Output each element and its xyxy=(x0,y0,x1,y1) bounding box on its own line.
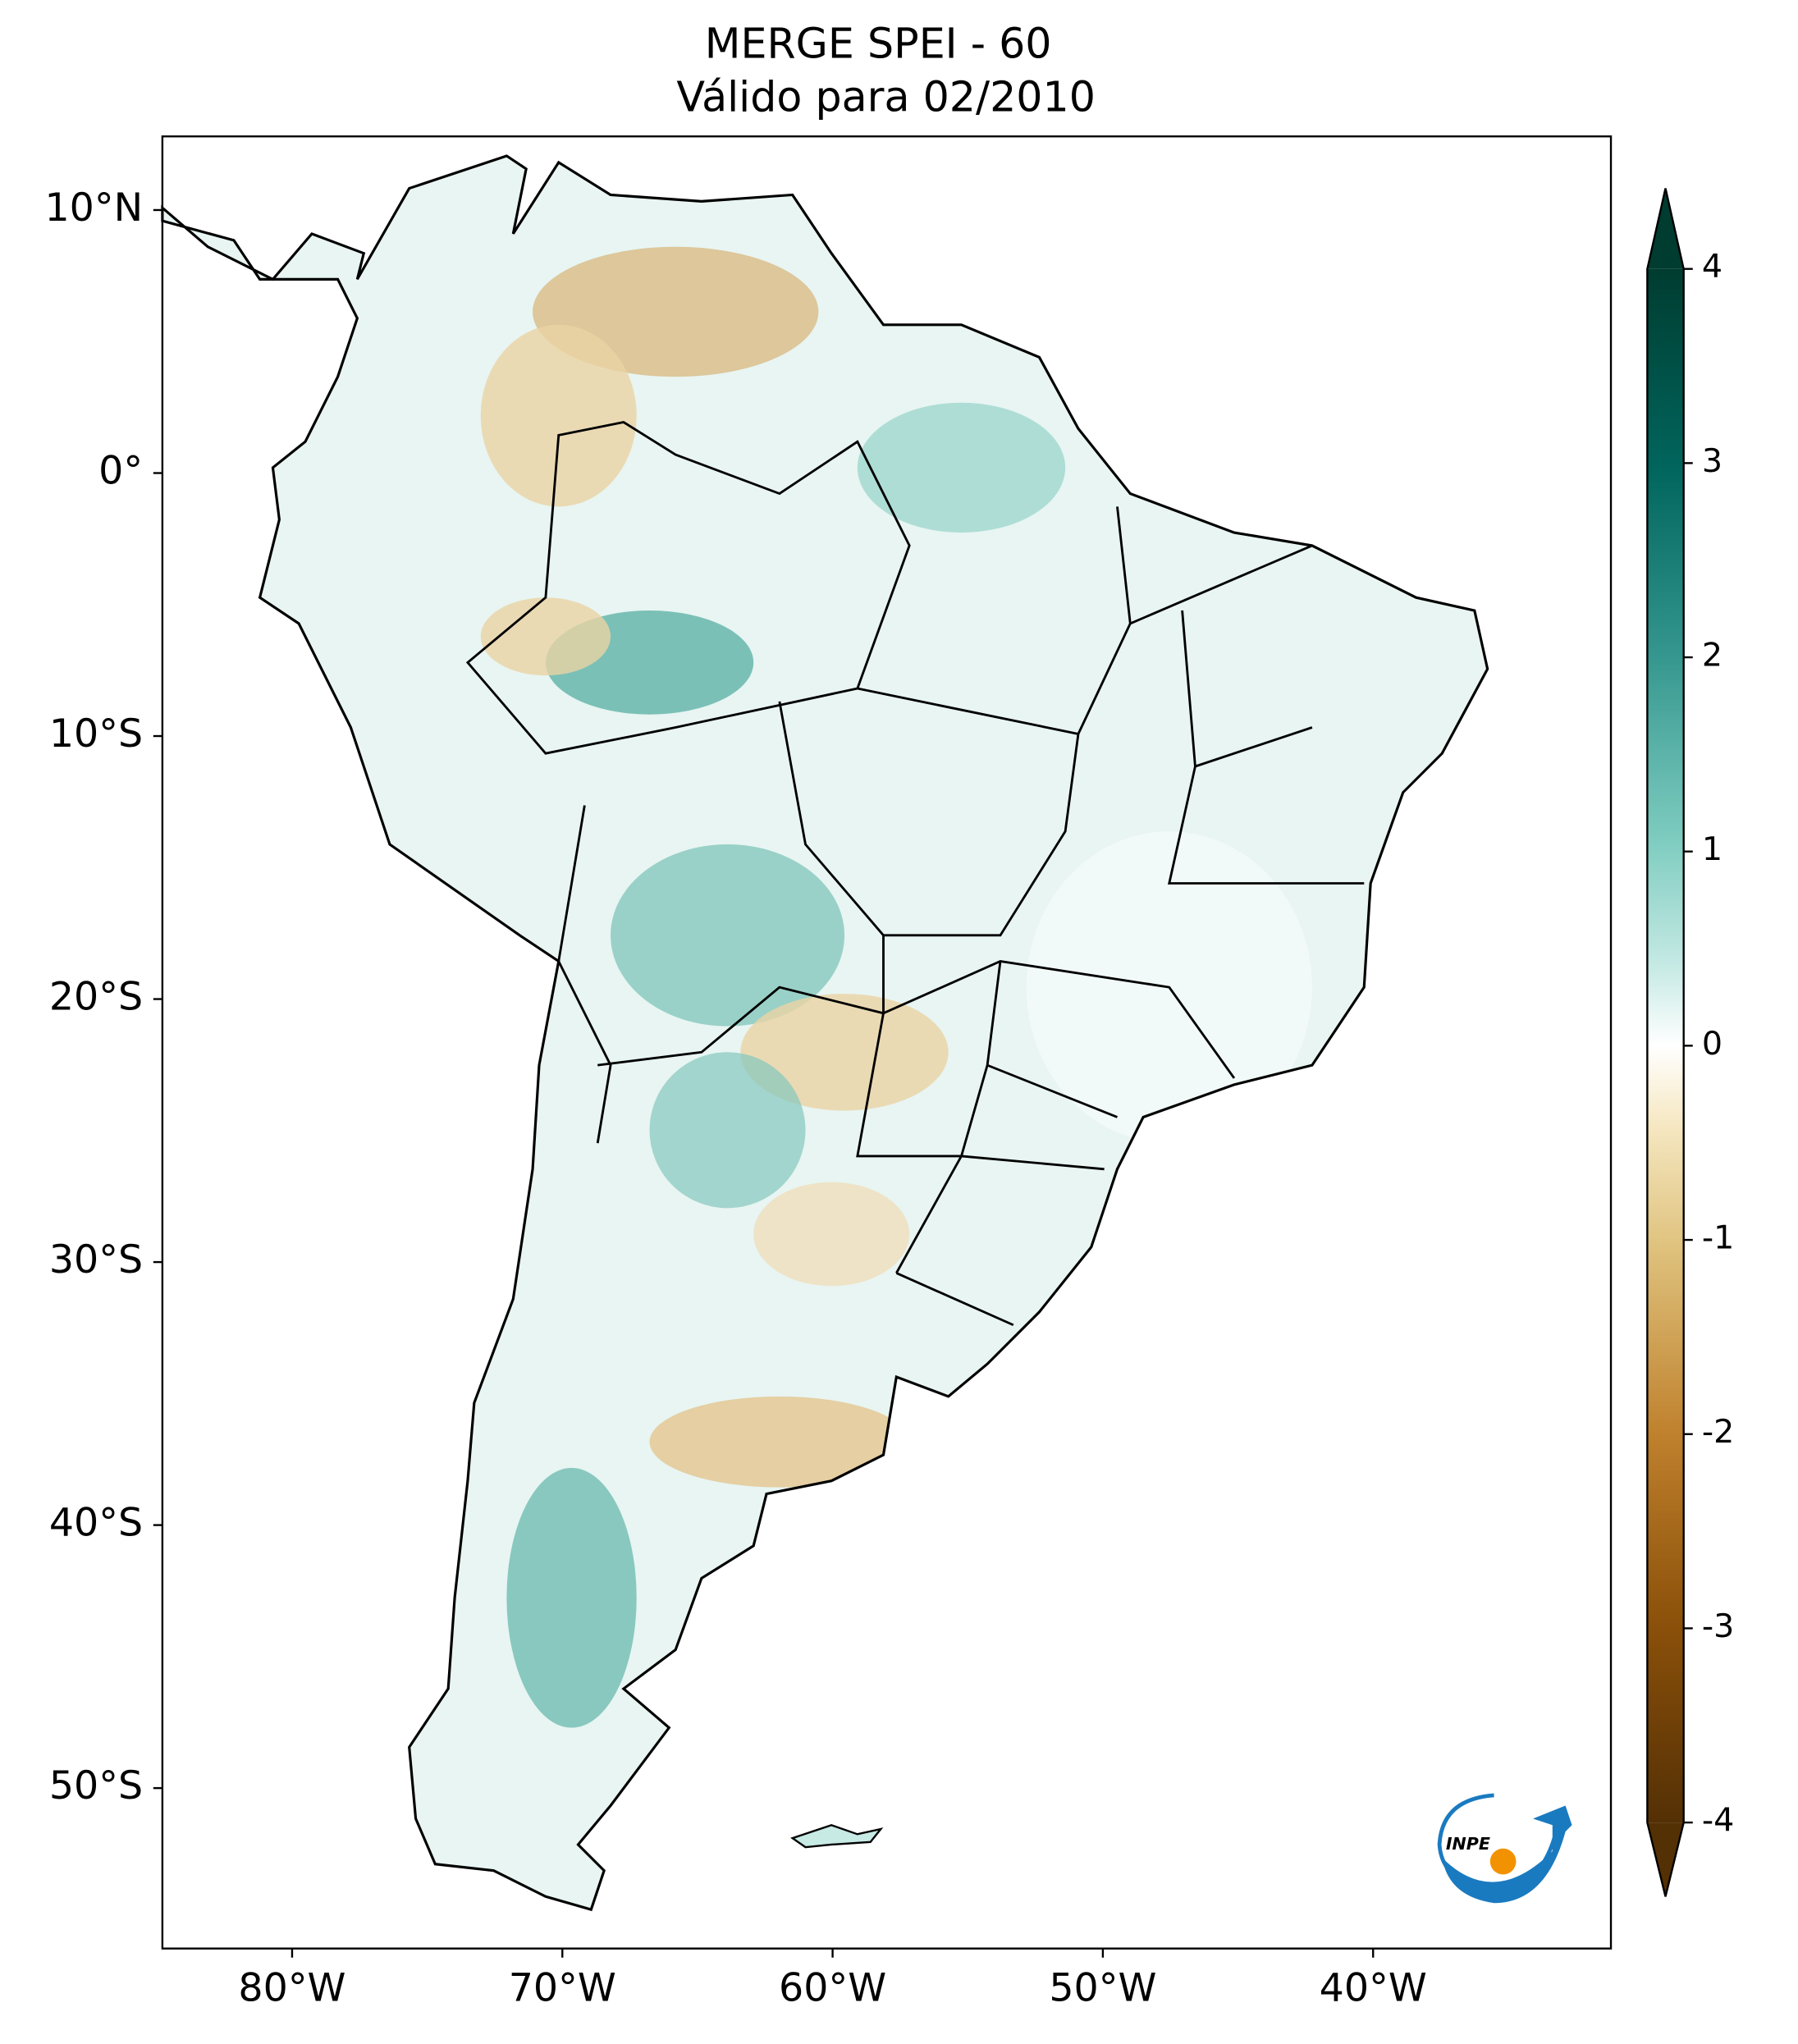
x-tick-label: 50°W xyxy=(1049,1965,1156,2010)
y-tick-label: 40°S xyxy=(49,1501,143,1546)
colorbar-tick-label: -2 xyxy=(1702,1413,1734,1451)
logo-text: INPE xyxy=(1446,1834,1490,1854)
colorbar-body xyxy=(1647,268,1684,1823)
colorbar xyxy=(1646,188,1685,1897)
colorbar-tick-label: -1 xyxy=(1702,1219,1734,1257)
borders xyxy=(465,420,1365,1327)
y-tick-label: 0° xyxy=(98,448,143,493)
colorbar-tick-label: 0 xyxy=(1702,1025,1723,1063)
y-tick-label: 50°S xyxy=(49,1763,143,1809)
colorbar-extend-max xyxy=(1647,188,1684,269)
colorbar-tick-label: 1 xyxy=(1702,830,1723,868)
y-tick-label: 30°S xyxy=(49,1237,143,1283)
colorbar-tick-label: -4 xyxy=(1702,1802,1734,1840)
x-tick-label: 40°W xyxy=(1320,1965,1427,2010)
inpe-logo: INPE xyxy=(1437,1793,1572,1904)
x-tick-label: 80°W xyxy=(238,1965,345,2010)
title-line: Válido para 02/2010 xyxy=(676,72,1096,121)
colorbar-tick-label: 3 xyxy=(1702,442,1723,480)
colorbar-tick-label: 2 xyxy=(1702,637,1723,674)
title-line: MERGE SPEI - 60 xyxy=(705,19,1052,67)
colorbar-outline xyxy=(1646,188,1685,1897)
y-tick-label: 10°N xyxy=(44,185,143,231)
falklands xyxy=(790,1823,884,1849)
y-tick-label: 20°S xyxy=(49,975,143,1020)
colorbar-tick-label: 4 xyxy=(1702,248,1723,286)
colorbar-tick-label: -3 xyxy=(1702,1607,1734,1645)
y-tick-label: 10°S xyxy=(49,711,143,757)
x-tick-label: 70°W xyxy=(509,1965,616,2010)
x-tick-label: 60°W xyxy=(779,1965,886,2010)
colorbar-extend-min xyxy=(1647,1822,1684,1897)
